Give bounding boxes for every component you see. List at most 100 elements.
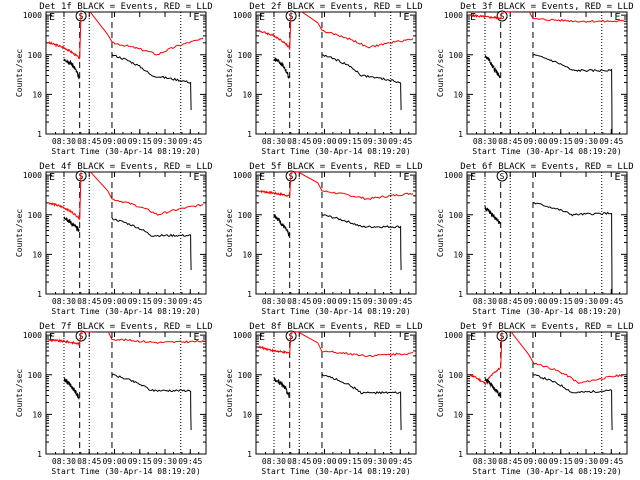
- y-tick-label: 1: [458, 130, 463, 139]
- marker-letter: E: [259, 12, 265, 23]
- events-series-line-1: [273, 57, 290, 79]
- y-tick-label: 1: [247, 450, 252, 459]
- x-tick-label: 08:30: [262, 297, 286, 306]
- events-series-line-1: [63, 58, 80, 80]
- events-series-line-2: [111, 373, 192, 431]
- panel-det-2: Det 2f BLACK = Events, RED = LLD 1 10 100 10…: [225, 2, 423, 156]
- x-tick-label: 09:45: [178, 457, 202, 466]
- x-tick-label: 08:45: [498, 297, 522, 306]
- axes-frame: [255, 11, 417, 135]
- panel-title: Det 7f BLACK = Events, RED = LLD: [39, 322, 212, 332]
- series-group: [258, 332, 414, 431]
- panel-det-9: Det 9f BLACK = Events, RED = LLD 1 10 100 10…: [436, 322, 634, 476]
- events-series-line-1: [273, 213, 290, 237]
- x-tick-label: 09:45: [599, 457, 623, 466]
- x-tick-label: 09:00: [312, 457, 336, 466]
- y-tick-label: 1: [37, 450, 42, 459]
- events-series-line-2: [532, 53, 613, 134]
- x-tick-label: 09:00: [312, 297, 336, 306]
- axes-frame: [466, 331, 628, 455]
- panel-det-8: Det 8f BLACK = Events, RED = LLD 1 10 100 10…: [225, 322, 423, 476]
- panel-title: Det 8f BLACK = Events, RED = LLD: [249, 322, 422, 332]
- y-tick-label: 100: [449, 51, 464, 60]
- y-tick-label: 10: [242, 410, 252, 419]
- marker-letter: E: [259, 332, 265, 343]
- x-tick-label: 09:45: [388, 457, 412, 466]
- marker-letter: E: [615, 12, 621, 23]
- marker-letter: E: [259, 172, 265, 183]
- x-tick-label: 09:00: [312, 137, 336, 146]
- x-tick-label: 09:30: [574, 297, 598, 306]
- panel-det-3: Det 3f BLACK = Events, RED = LLD 1 10 100 10…: [436, 2, 634, 156]
- marker-letter: E: [49, 12, 55, 23]
- y-tick-label: 1000: [444, 331, 463, 340]
- y-tick-label: 10: [453, 90, 463, 99]
- x-tick-label: 09:15: [128, 297, 152, 306]
- x-tick-label: 08:30: [262, 137, 286, 146]
- x-tick-label: 09:00: [523, 297, 547, 306]
- marker-letter: E: [470, 12, 476, 23]
- axes-frame: [45, 331, 207, 455]
- marker-letter: E: [194, 12, 200, 23]
- y-axis-label: Counts/sec: [15, 209, 24, 257]
- lld-series-line: [48, 172, 204, 220]
- y-tick-label: 1000: [23, 331, 42, 340]
- panel-title: Det 4f BLACK = Events, RED = LLD: [39, 162, 212, 172]
- x-tick-label: 09:15: [338, 457, 362, 466]
- marker-letter: E: [194, 332, 200, 343]
- x-tick-label: 09:30: [574, 457, 598, 466]
- y-tick-label: 1000: [444, 11, 463, 20]
- x-tick-label: 09:45: [599, 137, 623, 146]
- y-axis-label: Counts/sec: [15, 49, 24, 97]
- x-axis-label: Start Time (30-Apr-14 08:19:20): [51, 147, 200, 156]
- lld-series-line: [48, 332, 204, 347]
- lld-series-line: [469, 12, 625, 23]
- y-tick-label: 100: [449, 371, 464, 380]
- panel-title: Det 6f BLACK = Events, RED = LLD: [460, 162, 633, 172]
- events-series-line-2: [532, 374, 613, 431]
- y-tick-label: 10: [32, 90, 42, 99]
- y-tick-label: 100: [28, 51, 43, 60]
- x-tick-label: 09:30: [363, 137, 387, 146]
- marker-letter: E: [470, 332, 476, 343]
- x-axis-label: Start Time (30-Apr-14 08:19:20): [51, 467, 200, 476]
- x-tick-label: 08:30: [473, 297, 497, 306]
- x-tick-label: 09:00: [523, 137, 547, 146]
- x-tick-label: 09:30: [153, 297, 177, 306]
- saa-marker-label: S: [500, 12, 505, 21]
- series-group: [258, 12, 414, 111]
- lld-series-line: [258, 12, 414, 51]
- events-series-line-1: [63, 377, 80, 400]
- x-axis-label: Start Time (30-Apr-14 08:19:20): [51, 307, 200, 316]
- axes-frame: [45, 11, 207, 135]
- y-tick-label: 1: [37, 130, 42, 139]
- panel-det-1: Det 1f BLACK = Events, RED = LLD 1 10 100 10…: [15, 2, 213, 156]
- marker-letter: E: [404, 172, 410, 183]
- y-tick-label: 10: [453, 410, 463, 419]
- y-tick-label: 100: [449, 211, 464, 220]
- x-tick-label: 09:00: [102, 297, 126, 306]
- y-axis-label: Counts/sec: [436, 49, 445, 97]
- x-tick-label: 08:45: [77, 457, 101, 466]
- panel-det-7: Det 7f BLACK = Events, RED = LLD 1 10 100 10…: [15, 322, 213, 476]
- x-tick-label: 09:15: [338, 297, 362, 306]
- x-axis-label: Start Time (30-Apr-14 08:19:20): [472, 467, 621, 476]
- series-group: [48, 12, 204, 111]
- y-tick-label: 10: [32, 410, 42, 419]
- y-tick-label: 1: [458, 450, 463, 459]
- x-tick-label: 09:45: [388, 297, 412, 306]
- x-tick-label: 09:00: [102, 457, 126, 466]
- y-tick-label: 10: [453, 250, 463, 259]
- events-series-line-1: [484, 376, 501, 398]
- saa-marker-label: S: [500, 172, 505, 181]
- x-tick-label: 08:45: [498, 137, 522, 146]
- x-tick-label: 09:00: [523, 457, 547, 466]
- x-axis-label: Start Time (30-Apr-14 08:19:20): [472, 147, 621, 156]
- y-axis-label: Counts/sec: [436, 369, 445, 417]
- x-tick-label: 09:15: [549, 137, 573, 146]
- y-tick-label: 10: [32, 250, 42, 259]
- y-tick-label: 100: [238, 371, 253, 380]
- x-tick-label: 09:15: [549, 457, 573, 466]
- x-axis-label: Start Time (30-Apr-14 08:19:20): [261, 307, 410, 316]
- x-tick-label: 08:30: [473, 457, 497, 466]
